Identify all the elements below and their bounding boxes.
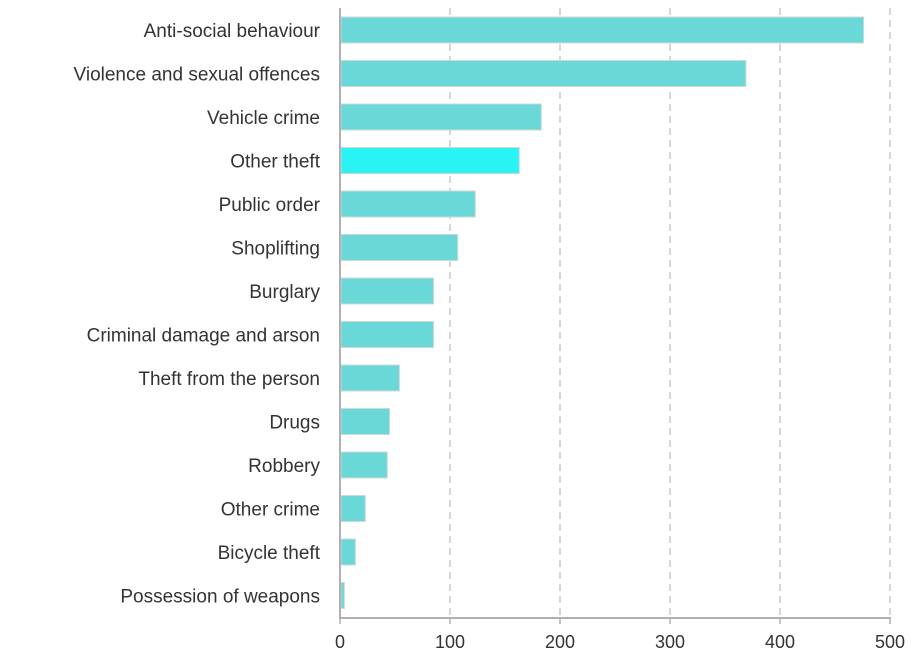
x-tick-label-300: 300 (655, 632, 685, 652)
category-label-8: Theft from the person (138, 369, 320, 390)
bar-7[interactable] (340, 321, 434, 348)
bar-1[interactable] (340, 60, 747, 87)
category-label-13: Possession of weapons (120, 587, 320, 608)
bar-9[interactable] (340, 408, 390, 435)
x-tick-label-0: 0 (335, 632, 345, 652)
category-label-6: Burglary (249, 282, 320, 303)
bars (340, 16, 865, 609)
bar-5[interactable] (340, 234, 459, 261)
bar-0[interactable] (340, 16, 865, 44)
x-tick-label-400: 400 (765, 632, 795, 652)
category-label-4: Public order (219, 195, 321, 216)
category-label-5: Shoplifting (231, 239, 320, 260)
grid-lines (449, 8, 891, 618)
x-tick-label-200: 200 (545, 632, 575, 652)
category-label-1: Violence and sexual offences (74, 65, 320, 86)
category-label-10: Robbery (248, 456, 320, 477)
x-tick-label-100: 100 (435, 632, 465, 652)
bar-2[interactable] (340, 103, 542, 131)
x-tick-label-500: 500 (875, 632, 905, 652)
x-axis: 0 100 200 300 400 500 (335, 8, 905, 652)
bar-12[interactable] (340, 538, 356, 566)
category-label-9: Drugs (269, 413, 320, 434)
bar-11[interactable] (340, 495, 366, 522)
category-label-2: Vehicle crime (207, 108, 320, 129)
bar-6[interactable] (340, 277, 434, 305)
category-label-3: Other theft (230, 152, 320, 173)
bar-8[interactable] (340, 364, 400, 392)
category-labels: Anti-social behaviour Violence and sexual… (74, 21, 321, 608)
bar-3[interactable] (340, 147, 520, 174)
category-label-7: Criminal damage and arson (87, 326, 320, 347)
bar-10[interactable] (340, 451, 388, 479)
category-label-0: Anti-social behaviour (144, 21, 321, 42)
category-label-11: Other crime (221, 500, 320, 521)
category-label-12: Bicycle theft (218, 543, 321, 564)
bar-4[interactable] (340, 190, 476, 218)
bar-13[interactable] (340, 582, 345, 609)
